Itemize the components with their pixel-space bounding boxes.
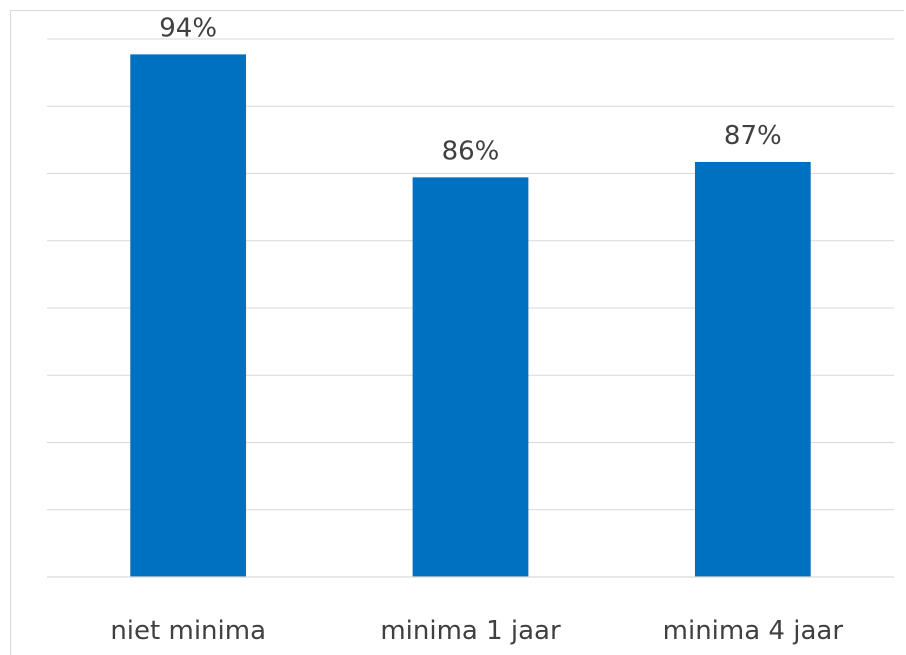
bar-2 [412, 177, 529, 578]
x-axis-ticks: niet minima minima 1 jaar minima 4 jaar [110, 616, 843, 646]
bars [130, 54, 811, 578]
bar-3 [694, 161, 811, 577]
bar-1 [130, 54, 247, 577]
data-labels: 94% 86% 87% [159, 13, 781, 166]
data-label-2: 86% [442, 136, 500, 166]
data-label-1: 94% [159, 13, 217, 43]
x-tick-label-3: minima 4 jaar [663, 616, 844, 646]
data-label-3: 87% [724, 121, 782, 151]
x-tick-label-1: niet minima [110, 616, 266, 646]
x-tick-label-2: minima 1 jaar [380, 616, 561, 646]
